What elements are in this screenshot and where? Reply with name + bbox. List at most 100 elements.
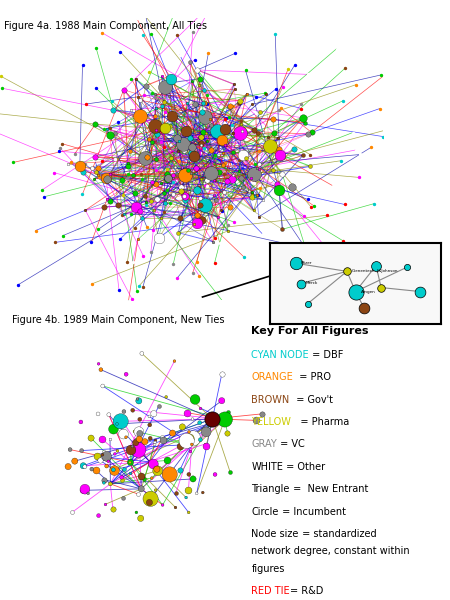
Point [117, 47, 124, 56]
Point [189, 27, 197, 37]
Point [237, 96, 244, 106]
Point [76, 161, 83, 171]
Point [158, 71, 165, 81]
Point [122, 433, 130, 442]
Point [140, 282, 147, 292]
Point [338, 156, 345, 166]
Point [152, 103, 159, 113]
Point [81, 484, 89, 494]
Point [142, 81, 149, 91]
Point [166, 199, 173, 208]
Point [150, 459, 157, 469]
Point [109, 97, 116, 106]
Point [174, 133, 181, 143]
Point [129, 442, 136, 451]
Point [140, 251, 147, 261]
Point [100, 124, 108, 134]
Point [209, 414, 216, 424]
Point [120, 429, 127, 439]
Point [184, 166, 191, 175]
Point [203, 128, 210, 137]
Point [240, 146, 247, 156]
Point [118, 476, 125, 485]
Point [299, 151, 306, 160]
Point [103, 174, 110, 184]
Point [151, 205, 158, 215]
Point [238, 116, 245, 125]
Point [160, 207, 167, 217]
Point [256, 146, 263, 155]
Point [115, 286, 122, 295]
Text: CYAN NODE: CYAN NODE [252, 350, 309, 359]
Point [117, 234, 124, 244]
Point [221, 140, 229, 149]
Point [189, 142, 196, 151]
Point [14, 280, 21, 290]
Point [199, 488, 207, 497]
Point [218, 396, 225, 406]
Point [248, 100, 256, 109]
Point [146, 67, 153, 77]
Point [216, 239, 224, 248]
Point [163, 169, 170, 178]
Point [162, 107, 169, 117]
Point [79, 60, 86, 70]
Point [305, 70, 312, 79]
Point [195, 80, 203, 89]
Point [140, 91, 148, 100]
Point [199, 215, 206, 224]
Point [205, 49, 212, 58]
Point [189, 474, 197, 484]
Point [275, 105, 283, 115]
Point [143, 222, 150, 232]
Point [343, 266, 351, 276]
Point [203, 176, 211, 185]
Point [98, 434, 105, 444]
Point [148, 88, 156, 98]
Point [105, 457, 112, 466]
Point [137, 514, 144, 523]
Point [175, 228, 182, 238]
Point [67, 158, 74, 167]
Point [136, 434, 143, 444]
Point [230, 79, 238, 89]
Point [142, 191, 149, 201]
Point [82, 99, 90, 109]
Point [367, 143, 374, 152]
Point [324, 211, 331, 220]
Point [174, 273, 181, 283]
Point [79, 190, 86, 199]
Point [218, 206, 225, 216]
Point [135, 396, 142, 406]
Point [92, 466, 99, 475]
Point [203, 99, 211, 109]
Point [135, 427, 142, 437]
Point [181, 191, 188, 201]
Point [252, 160, 259, 169]
Point [163, 175, 170, 185]
Point [80, 167, 87, 176]
Point [0, 83, 6, 93]
Point [227, 101, 234, 111]
Point [200, 178, 207, 188]
Point [196, 74, 203, 83]
Point [380, 132, 387, 142]
Point [237, 128, 244, 138]
Point [135, 445, 142, 455]
Point [99, 381, 106, 391]
Point [146, 457, 153, 467]
Point [135, 427, 142, 437]
Point [292, 259, 299, 268]
Point [212, 150, 219, 160]
Point [304, 299, 311, 308]
Point [301, 118, 308, 128]
Point [71, 149, 78, 158]
Point [307, 161, 314, 171]
Point [111, 449, 118, 458]
Point [68, 508, 76, 517]
Point [0, 71, 4, 81]
Point [103, 451, 110, 461]
Point [197, 139, 204, 148]
Point [128, 209, 135, 219]
Point [152, 437, 159, 447]
